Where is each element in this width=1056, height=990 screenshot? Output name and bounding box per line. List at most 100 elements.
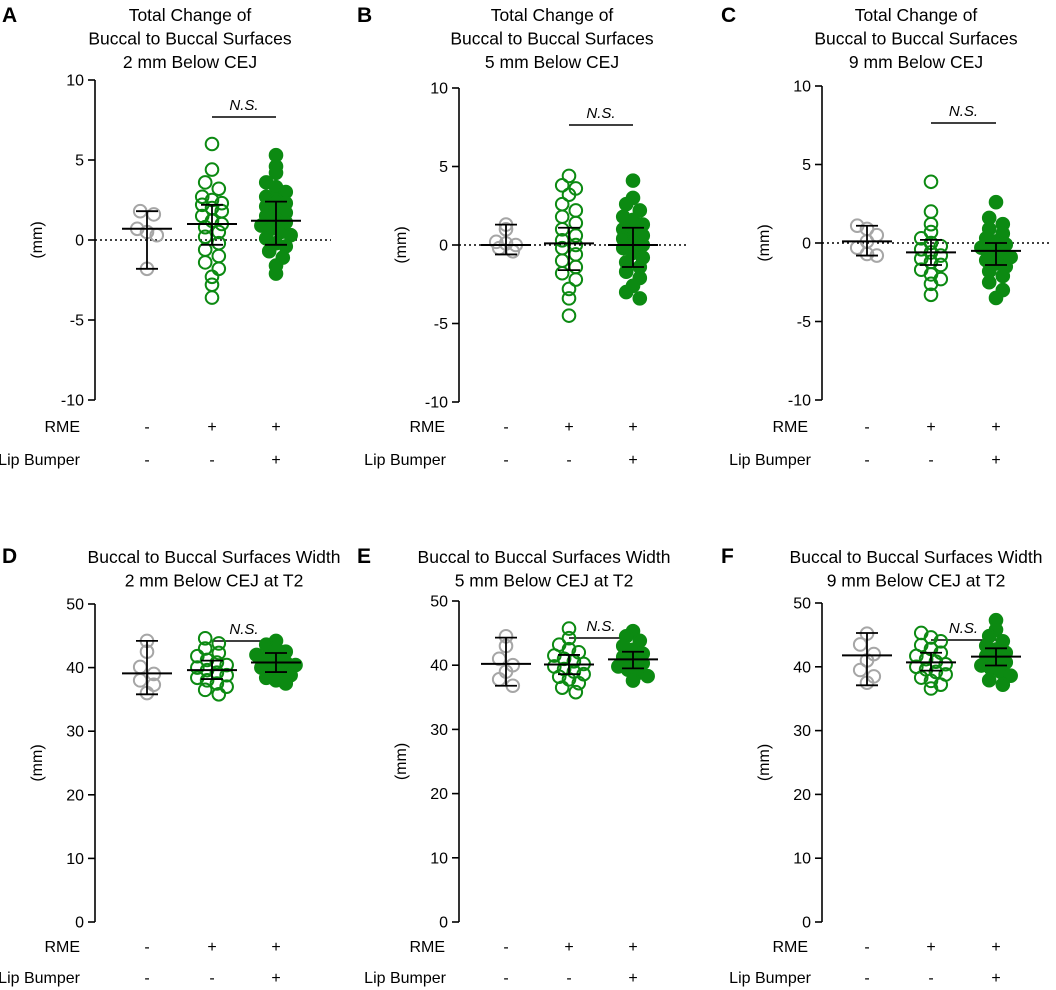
data-point [554,178,570,193]
panel-f: F Buccal to Buccal Surfaces Width 9 mm Bel… [721,545,1042,987]
data-point [132,659,148,675]
chart-title-line: 2 mm Below CEJ at T2 [125,571,304,591]
category-lip-bumper-mark: - [144,970,149,987]
data-point [618,264,634,279]
panel-c: C Total Change of Buccal to Buccal Surface… [721,4,1051,469]
row-label-lip-bumper: Lip Bumper [364,452,446,469]
category-lip-bumper-mark: + [991,970,1000,987]
category-rme-mark: + [564,419,573,436]
y-tick-label: 30 [430,722,448,739]
data-point [190,670,205,686]
data-point [933,633,949,649]
data-point [204,290,220,305]
series-control [481,629,531,694]
y-tick-label: 10 [430,81,448,98]
data-point [554,209,570,225]
significance-label: N.S. [586,618,615,635]
category-lip-bumper-mark: - [864,452,869,469]
row-label-rme: RME [772,419,808,436]
data-point [923,174,939,190]
data-point [561,187,577,203]
y-tick-label: 30 [793,723,811,740]
data-point [923,287,939,303]
data-point [571,675,587,691]
y-tick-label: 10 [793,79,811,96]
data-point [197,229,213,245]
chart-title-line: Total Change of [129,5,252,25]
data-point [923,673,939,689]
data-point [923,681,939,696]
y-tick-label: 10 [430,850,448,867]
data-point [219,657,234,673]
data-point [204,162,220,177]
y-tick-label: -10 [61,393,84,410]
panel-letter: E [357,545,371,568]
row-label-rme: RME [44,419,80,436]
category-rme-mark: - [503,419,508,436]
panel-d: D Buccal to Buccal Surfaces Width 2 mm Bel… [0,545,340,987]
data-point [190,648,205,664]
y-axis-label: (mm) [29,221,46,258]
data-point [204,136,220,152]
data-point [913,241,929,257]
data-point [568,247,584,262]
y-tick-label: 0 [75,915,84,932]
data-point [132,673,148,688]
chart-title-line: Total Change of [491,5,614,25]
panel-letter: F [721,545,734,568]
data-point [197,255,213,270]
chart-title-line: 5 mm Below CEJ at T2 [455,571,634,591]
data-point [640,668,655,684]
series-rme [906,174,956,303]
category-rme-mark: + [926,939,935,956]
category-lip-bumper-mark: - [209,970,214,987]
series-rme [187,136,237,305]
category-rme-mark: + [991,939,1000,956]
data-point [561,291,577,306]
series-control [122,633,172,701]
data-point [211,645,227,661]
category-rme-mark: + [207,419,216,436]
y-tick-label: 20 [66,787,84,804]
y-tick-label: -5 [70,313,84,330]
category-lip-bumper-mark: - [144,452,149,469]
data-point [554,253,570,269]
y-tick-label: 40 [66,660,84,677]
y-tick-label: 0 [75,233,84,250]
data-point [209,655,225,670]
category-rme-mark: + [991,419,1000,436]
data-point [211,181,227,197]
chart-title-line: Buccal to Buccal Surfaces Width [88,547,341,567]
category-lip-bumper-mark: - [566,452,571,469]
data-point [923,204,939,219]
significance-label: N.S. [949,103,978,120]
category-rme-mark: + [564,939,573,956]
category-lip-bumper-mark: - [566,970,571,987]
row-label-lip-bumper: Lip Bumper [0,452,81,469]
row-label-lip-bumper: Lip Bumper [364,970,446,987]
panel-e: E Buccal to Buccal Surfaces Width 5 mm Bel… [357,545,670,987]
data-point [197,175,213,190]
significance-label: N.S. [949,620,978,637]
data-point [568,684,584,700]
row-label-lip-bumper: Lip Bumper [729,452,811,469]
chart-title-line: Buccal to Buccal Surfaces [88,29,292,49]
y-tick-label: 5 [439,159,448,176]
panel-letter: A [2,4,17,27]
panel-letter: B [357,4,372,27]
data-point [561,630,577,646]
series-rme-lip-bumper [608,623,658,688]
category-rme-mark: - [864,939,869,956]
data-point [197,631,213,646]
category-rme-mark: - [144,419,149,436]
data-point [146,207,162,222]
data-point [209,676,225,691]
category-rme-mark: - [503,939,508,956]
series-rme-lip-bumper [971,194,1021,306]
category-lip-bumper-mark: - [503,452,508,469]
category-lip-bumper-mark: + [271,452,280,469]
row-label-rme: RME [44,939,80,956]
data-point [561,308,577,323]
data-point [211,248,227,264]
chart-title-line: 9 mm Below CEJ [849,52,983,72]
